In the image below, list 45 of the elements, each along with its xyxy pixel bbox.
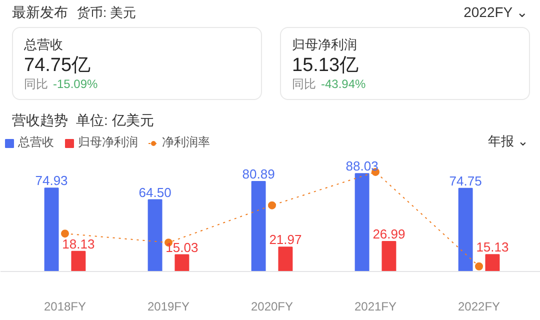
data-label: 88.03 — [346, 158, 378, 174]
bar — [44, 188, 59, 272]
legend-label: 净利润率 — [162, 134, 210, 151]
point — [268, 201, 276, 210]
legend-label: 总营收 — [18, 134, 54, 151]
text: 74.75亿 — [24, 55, 91, 76]
bar — [278, 246, 293, 272]
text: 年报 ⌄ — [488, 134, 529, 148]
data-label: 26.99 — [372, 226, 406, 242]
chart-title: 营收趋势 — [12, 112, 68, 128]
bar — [458, 188, 473, 272]
bar — [251, 181, 266, 272]
data-label: 74.93 — [35, 173, 68, 188]
x-tick-label: 2018FY — [44, 300, 86, 314]
x-tick-label: 2022FY — [458, 300, 500, 314]
bar — [382, 240, 396, 272]
x-tick-label: 2021FY — [354, 300, 397, 314]
data-label: 18.13 — [62, 236, 95, 252]
text: 归母净利润 — [292, 36, 357, 54]
bar — [71, 250, 86, 272]
legend-label: 归母净利润 — [78, 134, 138, 151]
data-label: 64.50 — [138, 184, 172, 200]
text: 2022FY ⌄ — [464, 3, 528, 22]
text: 15.13亿 — [292, 55, 359, 76]
text: 最新发布 — [12, 4, 68, 20]
data-label: 15.03 — [166, 240, 198, 255]
bar — [485, 254, 500, 272]
bar — [174, 254, 190, 272]
bar — [148, 199, 162, 272]
text: 同比 — [24, 77, 48, 91]
data-label: 21.97 — [269, 232, 302, 248]
text: 总营收 — [24, 36, 63, 54]
data-label: 15.13 — [476, 240, 509, 255]
point — [475, 262, 484, 270]
x-tick-label: 2019FY — [147, 300, 190, 314]
text: -43.94% — [321, 77, 366, 91]
point — [60, 230, 69, 238]
chart-subtitle: 单位: 亿美元 — [76, 112, 154, 128]
bar — [354, 173, 370, 272]
text: 同比 — [292, 77, 316, 91]
data-label: 80.89 — [242, 166, 275, 182]
text: -15.09% — [53, 77, 98, 91]
data-label: 74.75 — [449, 173, 482, 188]
x-tick-label: 2020FY — [250, 300, 294, 314]
text: 货币: 美元 — [77, 5, 136, 20]
